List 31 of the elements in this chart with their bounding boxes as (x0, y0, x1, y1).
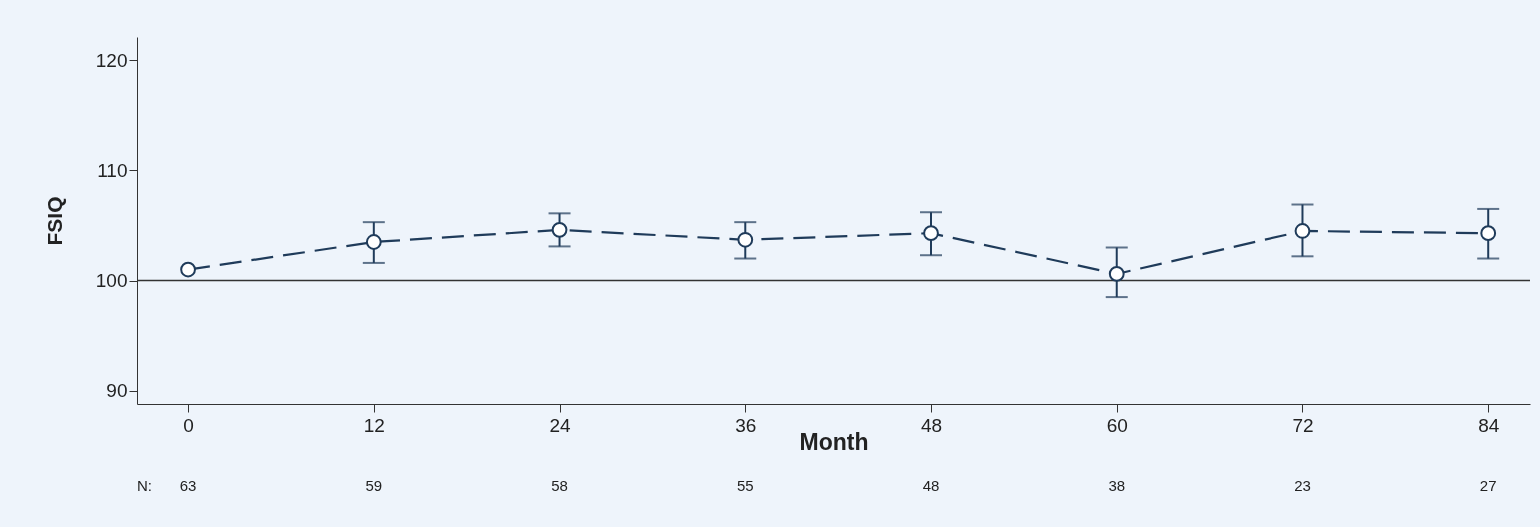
point (1294, 223, 1311, 239)
y-tick-label: 110 (97, 159, 128, 181)
point (365, 234, 382, 250)
y-tick-label: 90 (106, 380, 128, 402)
x-tick-label: 36 (735, 414, 757, 436)
text: 63 (179, 477, 197, 494)
text: 38 (1108, 477, 1126, 494)
y-tick-label: 120 (95, 49, 128, 71)
text: 27 (1479, 477, 1497, 494)
point (737, 231, 754, 248)
x-tick-label: 0 (183, 414, 194, 436)
x-tick-label: 72 (1292, 414, 1314, 436)
point (1108, 266, 1125, 282)
x-tick-label: 84 (1478, 414, 1500, 436)
text: 59 (365, 477, 383, 494)
text: 58 (551, 477, 568, 494)
y-axis-title: FSIQ (42, 196, 66, 246)
x-tick-label: 48 (920, 414, 943, 436)
point (923, 225, 939, 242)
point (551, 221, 568, 238)
x-tick-label: 60 (1106, 414, 1128, 436)
text: N: (137, 477, 152, 494)
text: 48 (922, 477, 940, 494)
text: 23 (1294, 477, 1311, 494)
x-tick-label: 24 (549, 414, 572, 436)
text: 55 (736, 477, 754, 494)
point (180, 261, 196, 278)
x-tick-label: 12 (363, 414, 385, 436)
point (1480, 225, 1497, 242)
x-axis-title: Month (799, 428, 869, 455)
y-tick-label: 100 (95, 270, 128, 292)
